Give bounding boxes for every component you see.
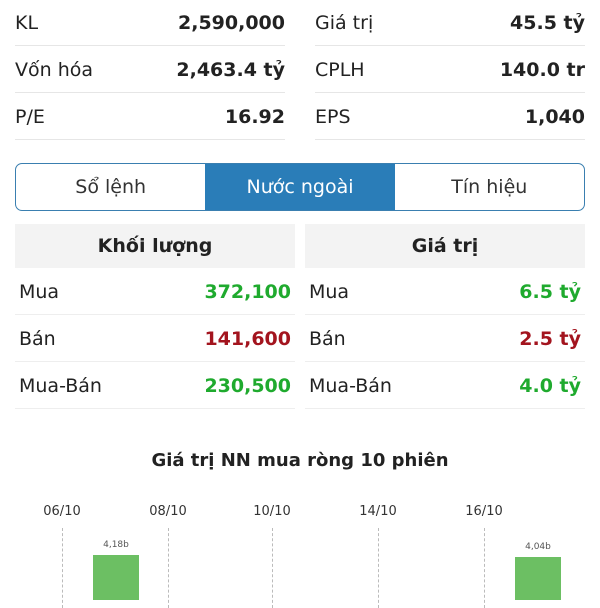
row-value: 4.0 tỷ [519,374,581,397]
stat-value: 140.0 tr [499,58,585,81]
volume-header: Khối lượng [15,224,295,268]
stat-label: KL [15,11,39,34]
row-label: Mua [309,280,350,303]
row-label: Mua-Bán [309,374,392,397]
tab-so-lenh[interactable]: Sổ lệnh [75,176,147,198]
bar-label: 4,18b [103,539,129,550]
tab-tin-hieu[interactable]: Tín hiệu [451,176,528,198]
stat-kl: KL 2,590,000 [15,0,285,46]
stat-label: CPLH [315,58,365,81]
row-value: 6.5 tỷ [519,280,581,303]
gridline [62,528,63,608]
stat-value: 2,590,000 [178,11,285,34]
row-label: Mua-Bán [19,374,102,397]
row-label: Bán [309,327,346,350]
value-row-buy: Mua 6.5 tỷ [305,269,585,315]
bar [515,556,561,600]
row-value: 372,100 [204,280,291,303]
row-value: 230,500 [204,374,291,397]
tab-nuoc-ngoai[interactable]: Nước ngoài [205,164,395,210]
value-row-sell: Bán 2.5 tỷ [305,316,585,362]
gridline [484,528,485,608]
stat-eps: EPS 1,040 [315,94,585,140]
bar [93,554,139,600]
stat-value: 45.5 tỷ [510,11,585,34]
stat-value: 16.92 [224,105,285,128]
stat-value: 1,040 [524,105,585,128]
x-tick-label: 08/10 [149,504,187,519]
tab-bar: Sổ lệnh Nước ngoài Tín hiệu [15,163,585,211]
bar-label: 4,04b [525,541,551,552]
row-label: Bán [19,327,56,350]
stat-von-hoa: Vốn hóa 2,463.4 tỷ [15,47,285,93]
value-header: Giá trị [305,224,585,268]
volume-row-sell: Bán 141,600 [15,316,295,362]
stat-cplh: CPLH 140.0 tr [315,47,585,93]
chart-title: Giá trị NN mua ròng 10 phiên [151,450,449,471]
row-value: 141,600 [204,327,291,350]
stat-label: EPS [315,105,351,128]
gridline [272,528,273,608]
x-tick-label: 14/10 [359,504,397,519]
stat-label: P/E [15,105,45,128]
gridline [378,528,379,608]
volume-row-buy: Mua 372,100 [15,269,295,315]
value-row-net: Mua-Bán 4.0 tỷ [305,363,585,409]
volume-row-net: Mua-Bán 230,500 [15,363,295,409]
gridline [168,528,169,608]
stat-gia-tri: Giá trị 45.5 tỷ [315,0,585,46]
x-tick-label: 16/10 [465,504,503,519]
row-value: 2.5 tỷ [519,327,581,350]
stat-pe: P/E 16.92 [15,94,285,140]
row-label: Mua [19,280,60,303]
stat-label: Giá trị [315,11,374,34]
stat-label: Vốn hóa [15,58,94,81]
stat-value: 2,463.4 tỷ [176,58,285,81]
x-tick-label: 06/10 [43,504,81,519]
x-tick-label: 10/10 [253,504,291,519]
